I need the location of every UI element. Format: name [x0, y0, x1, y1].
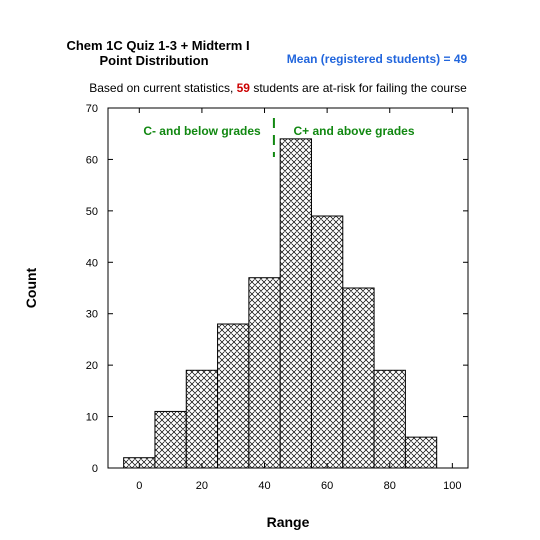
- y-tick-label: 20: [86, 360, 98, 372]
- y-tick-label: 30: [86, 309, 98, 321]
- histogram-bar: [310, 215, 344, 469]
- subtitle-text-before: Based on current statistics,: [89, 81, 236, 95]
- histogram-bar: [248, 277, 281, 469]
- x-tick-label: 60: [321, 480, 333, 492]
- bars-group: [123, 138, 438, 469]
- chart-title-line2: Point Distribution: [99, 53, 208, 68]
- x-tick-label: 80: [384, 480, 396, 492]
- x-axis-ticks: 0 20 40 60 80 100: [136, 108, 462, 492]
- y-tick-label: 70: [86, 103, 98, 115]
- at-risk-count: 59: [237, 81, 251, 95]
- y-axis-label: Count: [23, 267, 39, 308]
- subtitle-text-after: students are at-risk for failing the cou…: [250, 81, 467, 95]
- y-tick-label: 0: [92, 463, 98, 475]
- y-tick-label: 40: [86, 257, 98, 269]
- histogram-bar: [279, 138, 312, 469]
- histogram-bar: [342, 287, 375, 469]
- y-tick-label: 50: [86, 206, 98, 218]
- x-tick-label: 100: [443, 480, 461, 492]
- x-tick-label: 40: [258, 480, 270, 492]
- x-axis-label: Range: [267, 514, 310, 530]
- left-region-label: C- and below grades: [143, 124, 261, 138]
- y-axis-ticks: 0 10 20 30 40 50 60 70: [86, 103, 468, 475]
- chart-title-line1: Chem 1C Quiz 1-3 + Midterm I: [66, 38, 249, 53]
- histogram-bar: [154, 410, 187, 469]
- histogram-bar: [185, 369, 219, 469]
- mean-label: Mean (registered students) = 49: [287, 52, 468, 66]
- histogram-bar: [217, 323, 250, 469]
- x-tick-label: 0: [136, 480, 142, 492]
- histogram-bar: [373, 369, 406, 469]
- y-tick-label: 10: [86, 412, 98, 424]
- x-tick-label: 20: [196, 480, 208, 492]
- histogram-bar: [404, 436, 438, 469]
- y-tick-label: 60: [86, 154, 98, 166]
- at-risk-subtitle: Based on current statistics, 59 students…: [89, 81, 467, 95]
- right-region-label: C+ and above grades: [293, 124, 414, 138]
- plot-frame: [107, 107, 469, 469]
